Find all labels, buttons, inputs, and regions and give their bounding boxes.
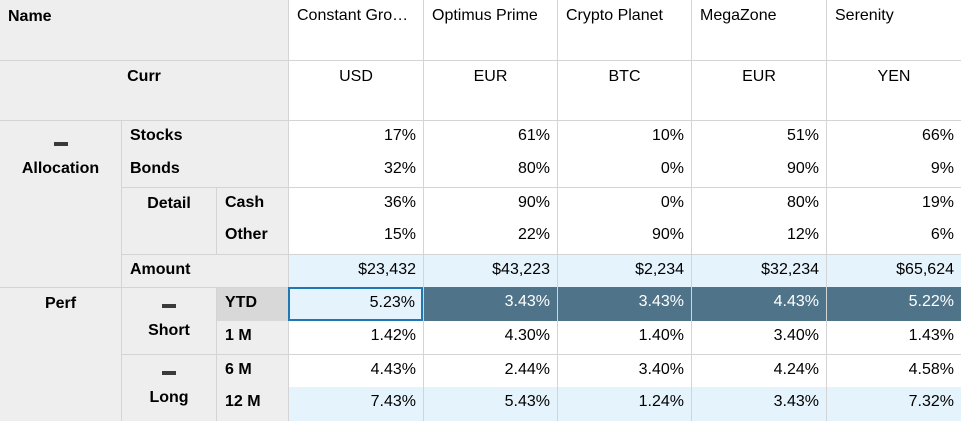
short-label: Short: [148, 322, 190, 339]
curr-cell: EUR: [691, 60, 826, 120]
grid-cell[interactable]: 90%: [691, 154, 826, 187]
collapse-toggle-icon[interactable]: [162, 371, 176, 375]
grid-cell[interactable]: 9%: [826, 154, 961, 187]
curr-cell: BTC: [557, 60, 691, 120]
grid-cell[interactable]: 36%: [288, 187, 423, 220]
grid-cell[interactable]: 3.40%: [691, 321, 826, 354]
allocation-label: Allocation: [21, 160, 100, 177]
column-header-4[interactable]: MegaZone: [691, 0, 826, 60]
grid-cell[interactable]: $32,234: [691, 254, 826, 287]
row-header-cash: Cash: [216, 187, 288, 220]
curr-cell: YEN: [826, 60, 961, 120]
grid-cell[interactable]: 4.30%: [423, 321, 557, 354]
grid-cell[interactable]: 66%: [826, 120, 961, 154]
grid-cell[interactable]: 90%: [557, 220, 691, 254]
row-header-12m: 12 M: [216, 387, 288, 421]
row-header-amount: Amount: [121, 254, 288, 287]
focused-cell[interactable]: 5.23%: [288, 287, 423, 321]
grid-cell[interactable]: $23,432: [288, 254, 423, 287]
grid-cell[interactable]: 22%: [423, 220, 557, 254]
long-group-header: Long: [121, 354, 216, 421]
column-header-5[interactable]: Serenity: [826, 0, 961, 60]
grid-cell[interactable]: 7.32%: [826, 387, 961, 421]
grid-cell[interactable]: 2.44%: [423, 354, 557, 387]
grid-cell[interactable]: 0%: [557, 154, 691, 187]
grid-cell[interactable]: 3.43%: [691, 387, 826, 421]
grid-cell[interactable]: 1.40%: [557, 321, 691, 354]
grid-cell[interactable]: 1.24%: [557, 387, 691, 421]
grid-cell[interactable]: 4.24%: [691, 354, 826, 387]
selected-cell[interactable]: 5.22%: [826, 287, 961, 321]
short-group-header: Short: [121, 287, 216, 354]
grid-cell[interactable]: $43,223: [423, 254, 557, 287]
long-label: Long: [149, 389, 189, 406]
grid-cell[interactable]: 3.40%: [557, 354, 691, 387]
grid-cell[interactable]: 1.42%: [288, 321, 423, 354]
grid-cell[interactable]: 10%: [557, 120, 691, 154]
grid-cell[interactable]: 15%: [288, 220, 423, 254]
row-header-ytd: YTD: [216, 287, 288, 321]
grid-cell[interactable]: 17%: [288, 120, 423, 154]
grid-cell[interactable]: 51%: [691, 120, 826, 154]
allocation-group-header: Allocation: [0, 120, 121, 287]
corner-name-header: Name: [0, 0, 288, 60]
perf-group-header: Perf: [0, 287, 121, 421]
row-header-1m: 1 M: [216, 321, 288, 354]
grid-cell[interactable]: 61%: [423, 120, 557, 154]
collapse-toggle-icon[interactable]: [53, 142, 68, 146]
grid-cell[interactable]: 80%: [691, 187, 826, 220]
column-header-1[interactable]: Constant Gro…: [288, 0, 423, 60]
grid-cell[interactable]: 7.43%: [288, 387, 423, 421]
grid-cell[interactable]: 6%: [826, 220, 961, 254]
grid-cell[interactable]: 90%: [423, 187, 557, 220]
column-header-3[interactable]: Crypto Planet: [557, 0, 691, 60]
grid-cell[interactable]: 12%: [691, 220, 826, 254]
column-header-2[interactable]: Optimus Prime: [423, 0, 557, 60]
grid-cell[interactable]: 0%: [557, 187, 691, 220]
grid-cell[interactable]: $2,234: [557, 254, 691, 287]
curr-cell: USD: [288, 60, 423, 120]
detail-group-header: Detail: [121, 187, 216, 254]
grid-cell[interactable]: $65,624: [826, 254, 961, 287]
grid-cell[interactable]: 19%: [826, 187, 961, 220]
selected-cell[interactable]: 3.43%: [557, 287, 691, 321]
row-header-other: Other: [216, 220, 288, 254]
curr-row-header: Curr: [0, 60, 288, 120]
grid-cell[interactable]: 1.43%: [826, 321, 961, 354]
grid-cell[interactable]: 4.58%: [826, 354, 961, 387]
grid-cell[interactable]: 4.43%: [288, 354, 423, 387]
row-header-stocks: Stocks: [121, 120, 288, 154]
grid-cell[interactable]: 32%: [288, 154, 423, 187]
collapse-toggle-icon[interactable]: [162, 304, 176, 308]
row-header-bonds: Bonds: [121, 154, 288, 187]
row-header-6m: 6 M: [216, 354, 288, 387]
curr-cell: EUR: [423, 60, 557, 120]
grid-cell[interactable]: 5.43%: [423, 387, 557, 421]
selected-cell[interactable]: 4.43%: [691, 287, 826, 321]
selected-cell[interactable]: 3.43%: [423, 287, 557, 321]
grid-cell[interactable]: 80%: [423, 154, 557, 187]
